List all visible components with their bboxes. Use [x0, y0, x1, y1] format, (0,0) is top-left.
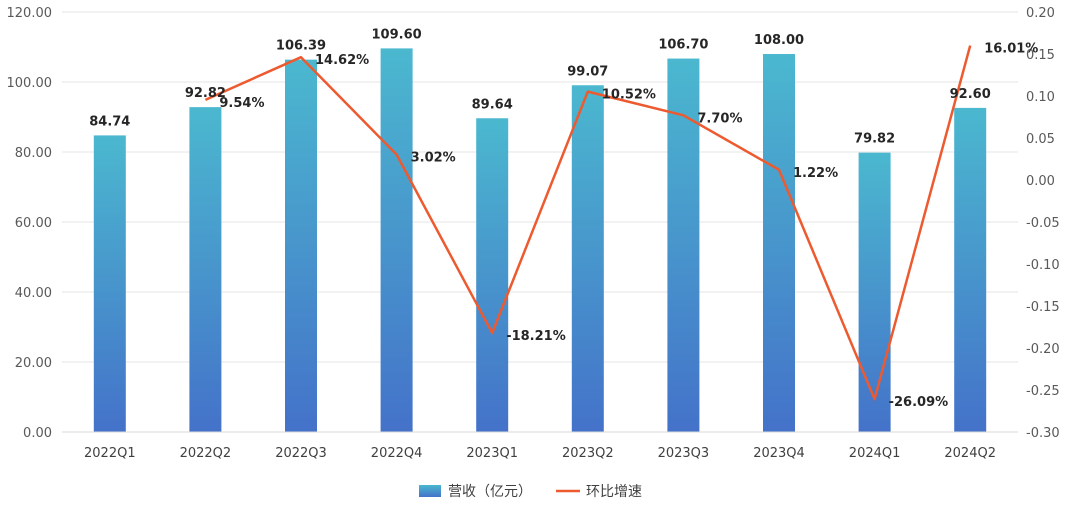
right-tick-label: 0.00	[1026, 174, 1055, 189]
right-tick-label: -0.15	[1026, 300, 1060, 315]
left-tick-label: 40.00	[15, 286, 52, 301]
bar-data-label: 99.07	[567, 64, 608, 79]
right-tick-label: 0.10	[1026, 90, 1055, 105]
x-tick-label: 2022Q2	[180, 446, 232, 461]
bar-data-label: 89.64	[472, 97, 513, 112]
legend-line-label: 环比增速	[586, 484, 642, 500]
data-labels: 84.74 92.82 106.39 109.60 89.64 99.07 106.70 10…	[89, 27, 1038, 410]
right-tick-label: 0.20	[1026, 6, 1055, 21]
revenue-bar	[380, 48, 413, 433]
left-tick-label: 100.00	[7, 76, 53, 91]
x-tick-label: 2023Q2	[562, 446, 614, 461]
right-tick-label: -0.05	[1026, 216, 1060, 231]
revenue-bar	[954, 107, 987, 433]
legend-bar-swatch	[419, 485, 441, 497]
x-tick-label: 2023Q4	[753, 446, 805, 461]
growth-line-path	[204, 45, 972, 401]
left-tick-label: 60.00	[15, 216, 52, 231]
bar-data-label: 106.39	[276, 39, 326, 54]
line-data-label: -26.09%	[889, 395, 949, 410]
left-y-axis: 0.00 20.00 40.00 60.00 80.00 100.00 120.00	[7, 6, 53, 441]
line-data-label: -18.21%	[506, 329, 566, 344]
revenue-bar	[763, 54, 795, 432]
right-tick-label: -0.30	[1026, 426, 1060, 441]
line-data-label: 9.54%	[219, 96, 264, 111]
right-tick-label: 0.05	[1026, 132, 1055, 147]
right-tick-label: -0.10	[1026, 258, 1060, 273]
revenue-bar	[858, 152, 891, 432]
bar-data-label: 79.82	[854, 132, 895, 147]
line-data-label: 3.02%	[411, 151, 456, 166]
bar-data-label: 106.70	[658, 38, 708, 53]
line-data-label: 16.01%	[984, 42, 1038, 57]
right-tick-label: -0.25	[1026, 384, 1060, 399]
line-data-label: 1.22%	[793, 166, 838, 181]
revenue-bar	[571, 85, 604, 432]
x-tick-label: 2023Q3	[658, 446, 710, 461]
right-y-axis: -0.30 -0.25 -0.20 -0.15 -0.10 -0.05 0.00 0.05 0.…	[1026, 6, 1060, 441]
x-axis: 2022Q1 2022Q2 2022Q3 2022Q4 2023Q1 2023Q2 2023…	[62, 431, 1018, 461]
revenue-bar	[476, 118, 509, 432]
legend: 营收（亿元） 环比增速	[419, 484, 642, 500]
left-tick-label: 20.00	[15, 356, 52, 371]
bar-data-label: 92.60	[950, 87, 991, 102]
revenue-bar	[93, 135, 126, 432]
legend-bar-label: 营收（亿元）	[448, 484, 532, 500]
x-tick-label: 2023Q1	[466, 446, 518, 461]
x-tick-label: 2022Q4	[371, 446, 423, 461]
line-data-label: 14.62%	[315, 53, 369, 68]
left-tick-label: 80.00	[15, 146, 52, 161]
growth-line	[204, 45, 972, 401]
revenue-bar	[285, 59, 317, 432]
revenue-bar	[189, 107, 222, 432]
x-tick-label: 2022Q1	[84, 446, 136, 461]
x-tick-label: 2022Q3	[275, 446, 327, 461]
x-tick-label: 2024Q1	[849, 446, 901, 461]
x-tick-label: 2024Q2	[944, 446, 996, 461]
right-tick-label: 0.15	[1026, 48, 1055, 63]
line-data-label: 7.70%	[697, 111, 742, 126]
left-tick-label: 0.00	[23, 426, 52, 441]
bar-data-label: 92.82	[185, 86, 226, 101]
line-data-label: 10.52%	[602, 88, 656, 103]
left-tick-label: 120.00	[7, 6, 53, 21]
bar-data-label: 109.60	[372, 27, 422, 42]
right-tick-label: -0.20	[1026, 342, 1060, 357]
bar-data-label: 84.74	[89, 114, 130, 129]
bar-data-label: 108.00	[754, 33, 804, 48]
